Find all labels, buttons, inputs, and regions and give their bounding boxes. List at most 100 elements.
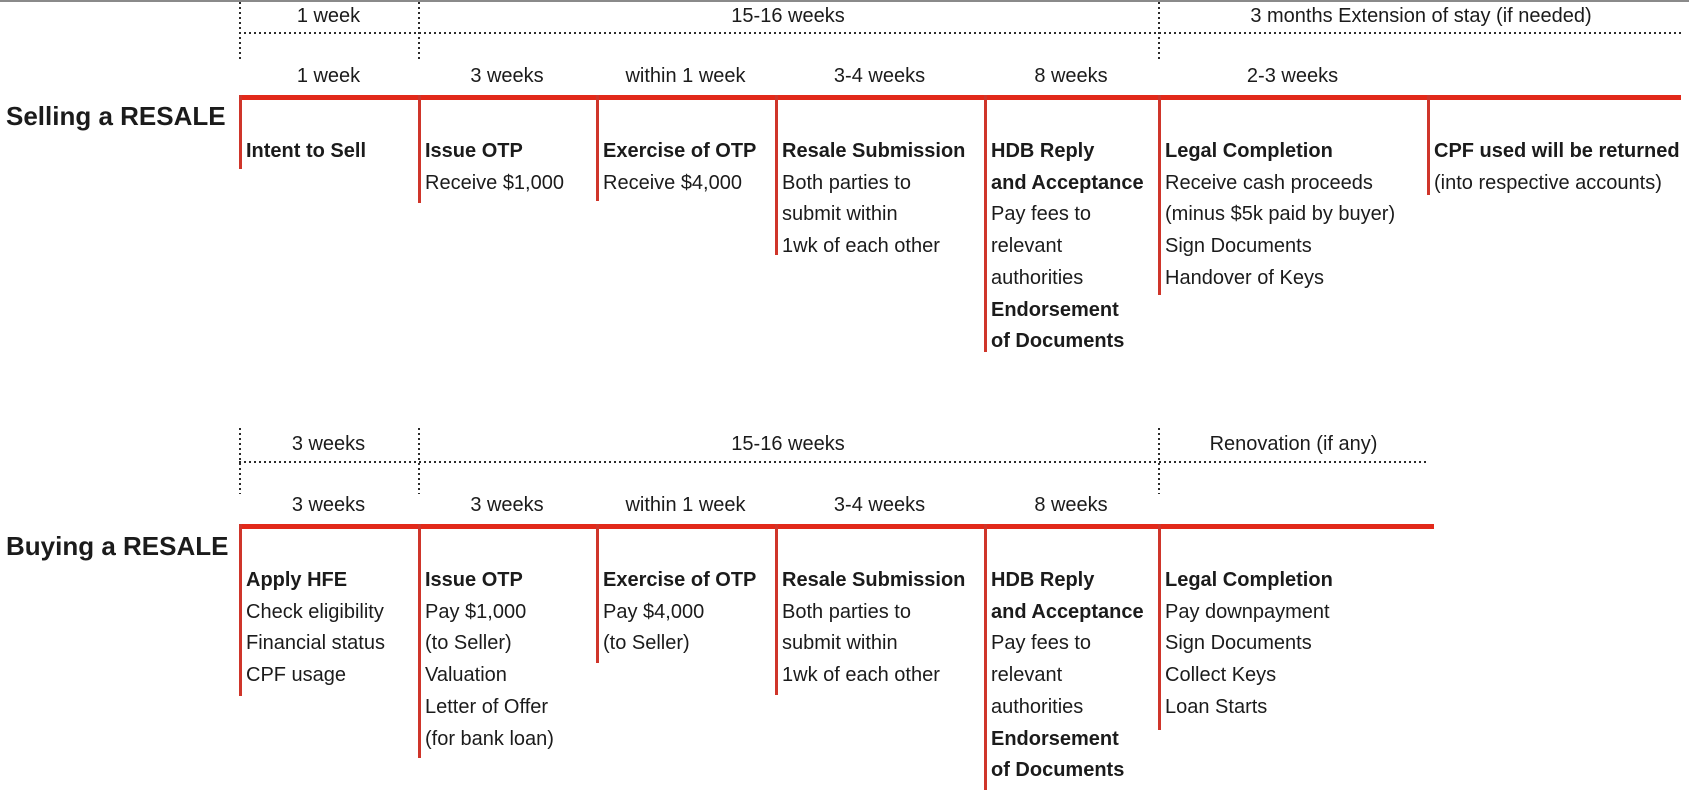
- stage-line: relevant: [991, 664, 1063, 687]
- stage-line: Legal Completion: [1165, 140, 1333, 162]
- bracket-line: [239, 461, 1429, 463]
- stage-line: Exercise of OTP: [603, 569, 757, 591]
- stage-line: Sign Documents: [1165, 632, 1312, 655]
- duration-label: 3-4 weeks: [833, 494, 926, 516]
- stage-line: Resale Submission: [782, 569, 966, 591]
- stage-line: 1wk of each other: [782, 235, 940, 258]
- stage-exercise-of-otp: Exercise of OTP Receive $4,000: [603, 136, 772, 199]
- stage-line: 1wk of each other: [782, 664, 940, 687]
- stage-line: Pay downpayment: [1165, 600, 1330, 623]
- duration-label: 2-3 weeks: [1246, 65, 1339, 87]
- stage-resale-submission: Resale Submission Both parties to submit…: [782, 136, 981, 263]
- stage-cpf-returned: CPF used will be returned (into respecti…: [1434, 136, 1684, 199]
- stage-divider: [1427, 95, 1430, 195]
- stage-divider: [1158, 95, 1161, 295]
- stage-line: Pay $4,000: [603, 600, 705, 623]
- stage-legal-completion: Legal Completion Pay downpayment Sign Do…: [1165, 565, 1424, 724]
- stage-divider: [1158, 524, 1161, 730]
- stage-line: Receive $4,000: [603, 171, 742, 194]
- stage-divider: [984, 95, 987, 352]
- stage-hdb-reply-acceptance: HDB Reply and Acceptance Pay fees to rel…: [991, 565, 1155, 787]
- duration-label: 8 weeks: [1034, 494, 1108, 516]
- stage-hdb-reply-acceptance: HDB Reply and Acceptance Pay fees to rel…: [991, 136, 1155, 358]
- stage-line: Both parties to: [782, 600, 911, 623]
- stage-line: relevant: [991, 235, 1063, 258]
- stage-apply-hfe: Apply HFE Check eligibility Financial st…: [246, 565, 415, 692]
- bracket-label: 3 months Extension of stay (if needed): [1250, 5, 1592, 27]
- bracket-label: 15-16 weeks: [731, 5, 845, 27]
- stage-divider: [418, 524, 421, 758]
- stage-issue-otp: Issue OTP Pay $1,000 (to Seller) Valuati…: [425, 565, 593, 755]
- duration-label: 3-4 weeks: [833, 65, 926, 87]
- stage-line: (minus $5k paid by buyer): [1165, 203, 1396, 226]
- buying-section-title: Buying a RESALE: [6, 531, 229, 561]
- stage-line: Apply HFE: [246, 569, 348, 591]
- stage-line: CPF usage: [246, 664, 347, 687]
- stage-line: and Acceptance: [991, 600, 1144, 623]
- duration-label: within 1 week: [625, 65, 746, 87]
- stage-divider: [596, 524, 599, 663]
- stage-exercise-of-otp: Exercise of OTP Pay $4,000 (to Seller): [603, 565, 772, 660]
- stage-divider: [775, 95, 778, 255]
- duration-label: within 1 week: [625, 494, 746, 516]
- stage-line: CPF used will be returned: [1434, 140, 1680, 162]
- stage-line: authorities: [991, 695, 1084, 718]
- stage-line: Receive $1,000: [425, 171, 564, 194]
- selling-timeline-axis: [239, 95, 1681, 100]
- stage-line: Exercise of OTP: [603, 140, 757, 162]
- bracket-line: [239, 32, 1684, 34]
- stage-line: Pay fees to: [991, 203, 1092, 226]
- stage-line: Collect Keys: [1165, 664, 1277, 687]
- stage-line: submit within: [782, 203, 898, 226]
- stage-line: Letter of Offer: [425, 695, 549, 718]
- duration-label: 3 weeks: [291, 494, 366, 516]
- stage-legal-completion: Legal Completion Receive cash proceeds (…: [1165, 136, 1424, 295]
- bracket-label: 1 week: [296, 5, 361, 27]
- stage-line: Intent to Sell: [246, 140, 366, 162]
- stage-divider: [775, 524, 778, 695]
- stage-line: (to Seller): [425, 632, 512, 655]
- stage-line: Legal Completion: [1165, 569, 1333, 591]
- stage-line: (into respective accounts): [1434, 171, 1662, 194]
- stage-line: HDB Reply: [991, 140, 1095, 162]
- stage-divider: [984, 524, 987, 790]
- stage-divider: [239, 95, 242, 169]
- stage-line: Pay fees to: [991, 632, 1092, 655]
- screenshot-top-edge: [0, 0, 1689, 2]
- stage-line: Financial status: [246, 632, 385, 655]
- stage-resale-submission: Resale Submission Both parties to submit…: [782, 565, 981, 692]
- duration-label: 3 weeks: [470, 65, 544, 87]
- stage-line: Check eligibility: [246, 600, 384, 623]
- stage-line: Receive cash proceeds: [1165, 171, 1373, 194]
- stage-line: Loan Starts: [1165, 695, 1268, 718]
- stage-line: (for bank loan): [425, 727, 554, 750]
- stage-line: Valuation: [425, 664, 507, 687]
- stage-line: and Acceptance: [991, 171, 1144, 194]
- buying-timeline-axis: [239, 524, 1434, 529]
- stage-divider: [418, 95, 421, 203]
- stage-line: HDB Reply: [991, 569, 1095, 591]
- bracket-label: 15-16 weeks: [731, 433, 845, 455]
- stage-line: (to Seller): [603, 632, 690, 655]
- bracket-label: 3 weeks: [291, 433, 366, 455]
- stage-divider: [596, 95, 599, 201]
- stage-line: of Documents: [991, 759, 1125, 782]
- stage-line: Sign Documents: [1165, 235, 1312, 258]
- stage-line: Pay $1,000: [425, 600, 527, 623]
- stage-intent-to-sell: Intent to Sell: [246, 136, 415, 168]
- stage-issue-otp: Issue OTP Receive $1,000: [425, 136, 593, 199]
- stage-line: of Documents: [991, 330, 1125, 353]
- bracket-label: Renovation (if any): [1209, 433, 1378, 455]
- stage-line: Both parties to: [782, 171, 911, 194]
- stage-divider: [239, 524, 242, 696]
- duration-label: 8 weeks: [1034, 65, 1108, 87]
- stage-line: Endorsement: [991, 298, 1119, 321]
- stage-line: submit within: [782, 632, 898, 655]
- selling-section-title: Selling a RESALE: [6, 101, 226, 131]
- duration-label: 1 week: [296, 65, 361, 87]
- stage-line: authorities: [991, 266, 1084, 289]
- stage-line: Issue OTP: [425, 569, 523, 591]
- stage-line: Endorsement: [991, 727, 1119, 750]
- duration-label: 3 weeks: [470, 494, 544, 516]
